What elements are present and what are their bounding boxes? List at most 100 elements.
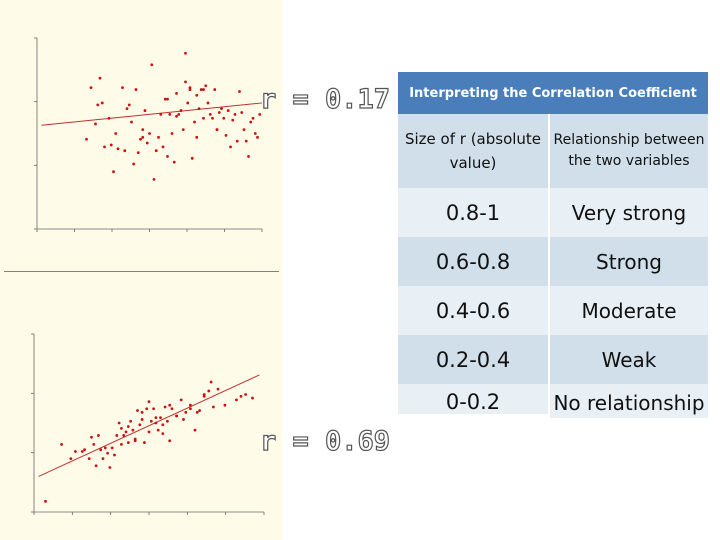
scatter-point — [179, 109, 183, 112]
scatter-point — [238, 90, 241, 93]
scatter-point — [229, 145, 232, 149]
scatter-point — [161, 423, 165, 427]
scatter-point — [204, 84, 208, 88]
relationship-cell: Strong — [550, 237, 708, 286]
scatter-point — [138, 423, 142, 427]
scatter-point — [247, 155, 250, 158]
scatter-point — [190, 156, 194, 160]
scatter-point — [220, 107, 223, 111]
scatter-point — [133, 437, 137, 441]
scatter-point — [175, 91, 178, 95]
scatter-point — [140, 410, 144, 414]
scatter-point — [99, 448, 103, 452]
scatter-point — [87, 457, 91, 460]
scatter-point — [132, 162, 136, 166]
relationship-cell: Very strong — [550, 188, 708, 237]
scatter-point — [98, 76, 102, 80]
scatter-point — [211, 116, 214, 120]
scatter-point — [152, 407, 156, 411]
scatter-point — [195, 93, 199, 97]
scatter-point — [231, 118, 235, 122]
scatter-point — [188, 86, 192, 90]
scatter-point — [121, 86, 124, 90]
range-cell: 0.2-0.4 — [398, 335, 550, 384]
scatter-point — [92, 442, 96, 446]
scatter-point — [141, 135, 145, 139]
scatter-point — [145, 141, 149, 145]
scatter-point — [215, 128, 219, 132]
r-label-top: r = 0.17 — [259, 83, 391, 115]
plot-divider — [4, 271, 279, 272]
scatter-point — [193, 120, 196, 124]
scatter-point — [147, 430, 151, 434]
scatter-point — [172, 160, 176, 164]
scatter-point — [44, 499, 47, 503]
scatter-point — [120, 442, 123, 446]
relationship-cell: Weak — [550, 335, 708, 384]
scatter-point — [197, 107, 201, 111]
scatter-point — [195, 135, 199, 139]
scatter-point — [69, 457, 73, 460]
header-size-of-r: Size of r (absolute value) — [398, 114, 550, 188]
table-header-row: Size of r (absolute value) Relationship … — [398, 114, 708, 188]
scatter-point — [110, 446, 114, 450]
scatter-point — [148, 132, 151, 135]
scatter-point — [126, 425, 130, 428]
scatter-point — [125, 107, 129, 111]
scatter-point — [152, 177, 156, 181]
scatter-point — [253, 132, 257, 135]
range-cell: 0.8-1 — [398, 188, 550, 237]
scatter-point — [166, 419, 169, 423]
scatter-point — [222, 116, 226, 120]
scatter-point — [251, 116, 255, 120]
scatter-point — [96, 103, 100, 107]
scatter-point — [100, 101, 104, 105]
scatter-point — [184, 51, 187, 55]
scatter-point — [145, 407, 149, 411]
scatter-point — [140, 418, 144, 421]
scatter-point — [94, 464, 98, 468]
scatter-point — [120, 426, 123, 430]
scatter-point — [74, 450, 77, 453]
scatter-point — [175, 114, 178, 118]
scatter-point — [242, 128, 246, 132]
scatter-point — [127, 103, 131, 107]
scatter-point — [216, 387, 220, 391]
scatter-point — [177, 113, 181, 116]
scatter-point — [233, 113, 237, 116]
scatter-point — [112, 170, 115, 174]
scatter-point — [143, 109, 147, 112]
table-row: 0.6-0.8 Strong — [398, 237, 708, 286]
scatter-point — [166, 155, 169, 158]
scatter-point — [239, 394, 243, 398]
scatter-plot-bottom — [31, 333, 265, 515]
scatter-point — [113, 453, 116, 457]
table-row: 0-0.2 No relationship — [398, 384, 708, 446]
scatter-point — [147, 400, 151, 404]
scatter-point — [184, 80, 187, 84]
scatter-point — [103, 145, 106, 149]
scatter-point — [189, 407, 192, 411]
scatter-point — [80, 450, 84, 453]
scatter-point — [150, 63, 154, 67]
scatter-point — [189, 403, 192, 407]
scatter-point — [199, 88, 203, 91]
scatter-point — [244, 139, 248, 143]
scatter-point — [108, 466, 112, 469]
scatter-point — [207, 389, 211, 393]
header-relationship: Relationship between the two variables — [550, 114, 708, 188]
regression-line — [38, 374, 260, 477]
scatter-point — [195, 410, 199, 414]
scatter-point — [235, 398, 238, 402]
scatter-point — [235, 139, 239, 143]
relationship-cell: Moderate — [550, 286, 708, 335]
scatter-point — [136, 151, 140, 155]
scatter-point — [117, 421, 121, 425]
r-label-bottom: r = 0.69 — [259, 425, 391, 457]
scatter-point — [103, 446, 107, 450]
scatter-point — [136, 409, 139, 412]
table-title: Interpreting the Correlation Coefficient — [398, 72, 708, 114]
correlation-table: Interpreting the Correlation Coefficient… — [398, 72, 708, 446]
relationship-cell: No relationship — [550, 384, 708, 418]
scatter-point — [163, 405, 167, 409]
